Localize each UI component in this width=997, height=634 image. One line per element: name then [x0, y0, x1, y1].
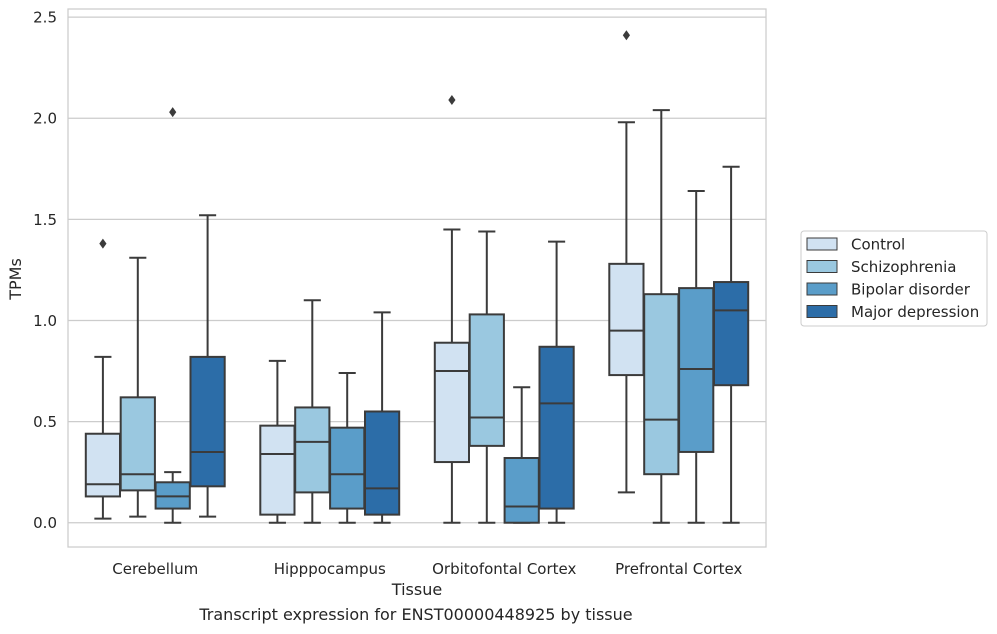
- box-body: [189, 355, 226, 488]
- box-0-1: [119, 256, 156, 518]
- box-body: [259, 424, 296, 516]
- box-body: [294, 406, 331, 494]
- box-2-3: [538, 240, 575, 524]
- box-body: [329, 426, 366, 510]
- box-body: [433, 341, 471, 464]
- outlier-marker: [622, 30, 630, 41]
- legend-swatch: [806, 282, 838, 296]
- box-body: [154, 481, 191, 510]
- grid-lines: [68, 16, 766, 524]
- figure-caption: Transcript expression for ENST0000044892…: [199, 605, 633, 624]
- legend-swatch: [806, 305, 838, 318]
- outlier-marker: [99, 238, 107, 249]
- x-axis-label: Tissue: [391, 580, 442, 599]
- box-3-1: [643, 109, 680, 524]
- box-2-1: [468, 230, 505, 524]
- box-3-0: [608, 30, 645, 494]
- box-body: [712, 281, 750, 387]
- legend-swatch: [806, 260, 838, 273]
- y-tick-label: 2.5: [33, 9, 57, 27]
- box-body: [678, 287, 715, 453]
- box-body: [538, 345, 575, 510]
- legend: Control Schizophrenia Bipolar disorder Majo…: [800, 230, 988, 327]
- box-body: [468, 313, 505, 447]
- y-tick-label: 1.5: [33, 211, 57, 229]
- plot-frame: [67, 8, 767, 548]
- x-tick-label: Hipppocampus: [274, 560, 386, 578]
- box-0-0: [84, 238, 122, 520]
- y-tick-label: 0.5: [33, 413, 57, 431]
- box-body: [363, 410, 401, 516]
- legend-label: Schizophrenia: [851, 258, 956, 276]
- x-tick-label: Prefrontal Cortex: [615, 560, 742, 578]
- x-tick-label: Orbitofontal Cortex: [432, 560, 576, 578]
- box-0-3: [189, 214, 226, 518]
- outlier-marker: [448, 95, 456, 106]
- y-tick-label: 1.0: [33, 312, 57, 330]
- box-2-2: [503, 386, 540, 524]
- outlier-marker: [169, 107, 177, 118]
- legend-label: Major depression: [851, 303, 979, 321]
- legend-label: Control: [851, 236, 905, 254]
- legend-swatch: [806, 237, 838, 251]
- box-2-0: [433, 95, 471, 524]
- box-1-1: [294, 299, 331, 524]
- y-axis-label: TPMs: [6, 258, 25, 301]
- y-tick-labels: 0.0 0.5 1.0 1.5 2.0 2.5: [33, 9, 57, 533]
- box-body: [643, 293, 680, 476]
- box-body: [608, 262, 645, 377]
- box-1-3: [363, 311, 401, 524]
- y-tick-label: 2.0: [33, 110, 57, 128]
- y-tick-label: 0.0: [33, 514, 57, 532]
- legend-label: Bipolar disorder: [851, 281, 971, 299]
- box-body: [503, 457, 540, 524]
- box-3-3: [712, 165, 750, 524]
- x-tick-labels: Cerebellum Hipppocampus Orbitofontal Corte…: [112, 560, 742, 578]
- box-plot-series: [84, 30, 750, 524]
- legend-frame: [800, 230, 988, 327]
- box-0-2: [154, 107, 191, 524]
- box-3-2: [678, 190, 715, 524]
- x-tick-label: Cerebellum: [112, 560, 198, 578]
- box-body: [119, 396, 156, 492]
- box-1-2: [329, 372, 366, 524]
- box-body: [84, 432, 122, 498]
- box-1-0: [259, 359, 296, 524]
